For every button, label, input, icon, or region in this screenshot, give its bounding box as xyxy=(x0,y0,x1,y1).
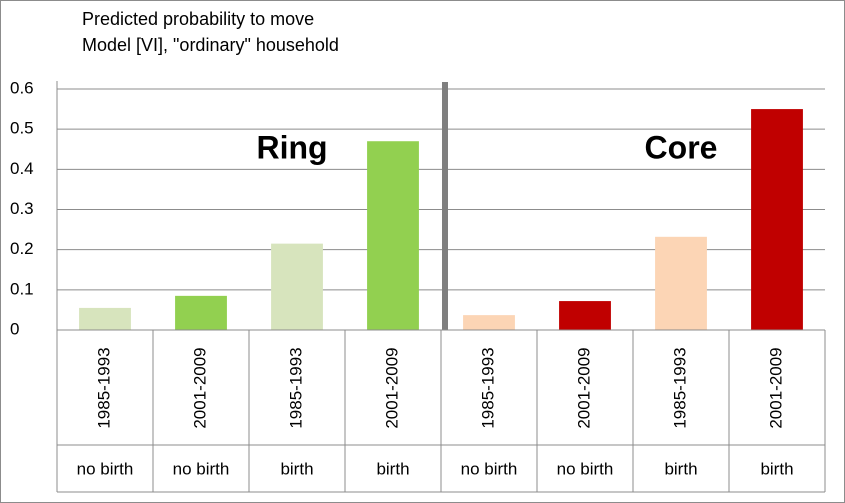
group-label: no birth xyxy=(173,459,230,478)
y-tick-label: 0.5 xyxy=(10,119,34,138)
x-tick-label: 1985-1993 xyxy=(670,347,689,428)
bar xyxy=(79,307,131,330)
annotation: Ring xyxy=(256,129,327,165)
bar xyxy=(271,243,323,330)
y-tick-label: 0 xyxy=(10,319,19,338)
chart-subtitle: Model [VI], "ordinary" household xyxy=(82,35,339,55)
group-label: birth xyxy=(280,459,313,478)
chart-title: Predicted probability to move xyxy=(82,9,314,29)
group-label: birth xyxy=(760,459,793,478)
bar xyxy=(751,109,803,330)
y-tick-label: 0.4 xyxy=(10,159,34,178)
group-label: birth xyxy=(376,459,409,478)
x-tick-label: 1985-1993 xyxy=(94,347,113,428)
x-tick-label: 2001-2009 xyxy=(574,347,593,428)
x-tick-label: 2001-2009 xyxy=(190,347,209,428)
x-tick-label: 1985-1993 xyxy=(286,347,305,428)
group-label: birth xyxy=(664,459,697,478)
y-tick-label: 0.2 xyxy=(10,239,34,258)
x-tick-label: 1985-1993 xyxy=(478,347,497,428)
x-tick-label: 2001-2009 xyxy=(766,347,785,428)
group-label: no birth xyxy=(77,459,134,478)
y-tick-label: 0.3 xyxy=(10,199,34,218)
x-tick-label: 2001-2009 xyxy=(382,347,401,428)
y-tick-label: 0.1 xyxy=(10,279,34,298)
group-label: no birth xyxy=(557,459,614,478)
y-tick-label: 0.6 xyxy=(10,78,34,97)
bar xyxy=(175,295,227,330)
annotation: Core xyxy=(645,129,718,165)
bar xyxy=(367,141,419,330)
bar xyxy=(463,315,515,330)
bar xyxy=(559,301,611,330)
divider xyxy=(442,82,448,330)
group-label: no birth xyxy=(461,459,518,478)
bar xyxy=(655,236,707,330)
